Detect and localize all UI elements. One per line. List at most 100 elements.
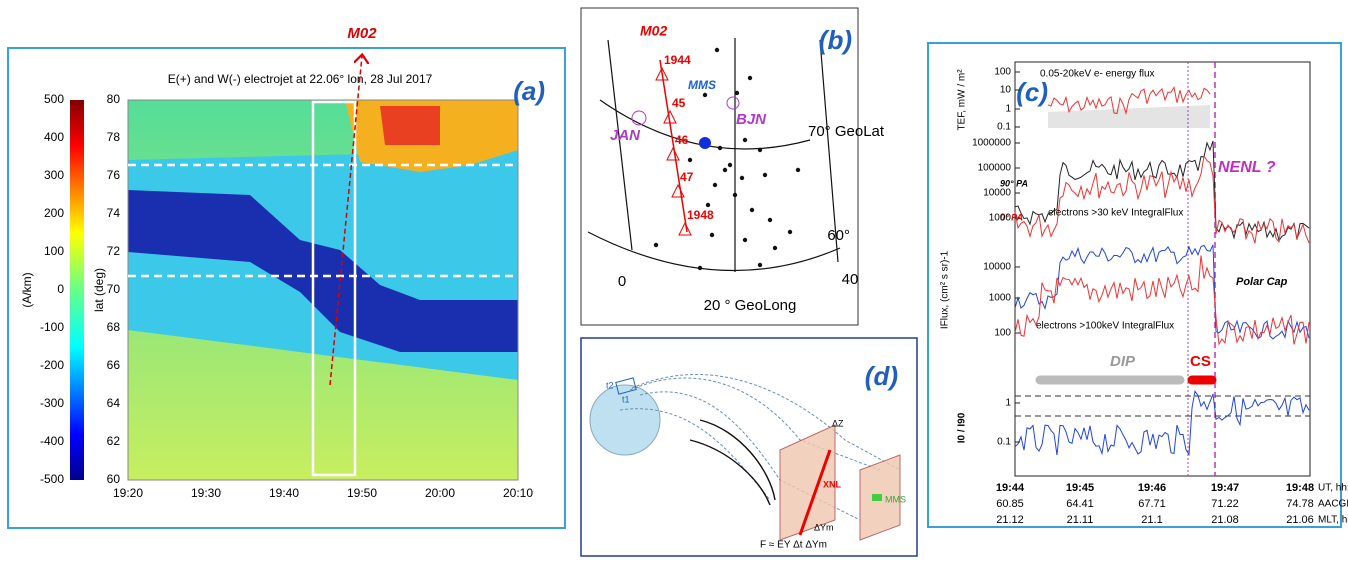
mms-box — [872, 494, 882, 501]
station-dot — [710, 233, 714, 237]
x-row-label: 60.85 — [996, 498, 1024, 510]
row-label: AACGLat ,deg — [1318, 499, 1348, 510]
station-dot — [768, 218, 772, 222]
station-dot — [715, 48, 719, 52]
colorbar-tick: 300 — [44, 168, 64, 182]
station-dot — [743, 138, 747, 142]
row-label: UT, hh:mm — [1318, 483, 1348, 494]
y-tick-label: 1 — [1005, 104, 1011, 115]
row-label: MLT, hrs — [1318, 515, 1348, 526]
x-tick-label: 19:20 — [113, 486, 143, 500]
station-dot — [743, 238, 747, 242]
track-label: 1948 — [687, 208, 714, 222]
track-label: 47 — [680, 170, 694, 184]
colorbar-tick: -100 — [40, 320, 64, 334]
mms-label: MMS — [688, 78, 716, 92]
annotation: CS — [1190, 353, 1211, 370]
x-row-label: 19:44 — [996, 482, 1025, 494]
y-tick-label: 0.1 — [997, 437, 1011, 448]
colorbar-tick: -300 — [40, 396, 64, 410]
station-dot — [733, 193, 737, 197]
long-label: 20 ° GeoLong — [704, 297, 797, 314]
time-series — [1015, 87, 1309, 455]
lat-label: 70° GeoLat — [808, 123, 885, 140]
station — [727, 97, 739, 109]
colorbar-tick: 100 — [44, 244, 64, 258]
annotation: DIP — [1110, 353, 1136, 370]
y-tick-label: 80 — [107, 92, 121, 106]
panel-label: (d) — [865, 361, 898, 391]
station-dot — [735, 91, 739, 95]
station-label: JAN — [610, 127, 641, 144]
field-lines — [690, 420, 775, 505]
colorbar-tick: 0 — [57, 282, 64, 296]
mms-footprint — [699, 137, 711, 149]
station-dot — [740, 176, 744, 180]
x-tick-label: 19:40 — [269, 486, 299, 500]
y-tick-label: 60 — [107, 472, 121, 486]
y-tick-label: 10000 — [983, 188, 1011, 199]
long-tick: 40 — [842, 271, 859, 288]
y-tick-label: 1000 — [989, 213, 1012, 224]
y-tick-label: 0.1 — [997, 122, 1011, 133]
y-tick-label: 78 — [107, 130, 121, 144]
station-label: BJN — [736, 111, 767, 128]
track-markers — [656, 68, 691, 235]
panel-label: (c) — [1016, 77, 1048, 107]
dz-label: ΔZ — [832, 418, 844, 428]
colorbar-tick: 200 — [44, 206, 64, 220]
y-axis-label: TEF, mW / m² — [957, 69, 968, 131]
station-dot — [796, 168, 800, 172]
annotation: Polar Cap — [1236, 276, 1288, 288]
colorbar-tick: -400 — [40, 434, 64, 448]
station-dot — [718, 146, 722, 150]
time-label: t1 — [622, 394, 630, 404]
field-lines — [620, 374, 900, 520]
x-row-label: 21.12 — [996, 514, 1024, 526]
y-tick-label: 72 — [107, 244, 121, 258]
track-marker — [667, 148, 679, 160]
chart-title: E(+) and W(-) electrojet at 22.06° lon, … — [168, 72, 433, 86]
series-title: 0.05-20keV e- energy flux — [1040, 69, 1155, 80]
marker-label: M02 — [640, 23, 667, 39]
station-dot — [758, 263, 762, 267]
y-tick-label: 70 — [107, 282, 121, 296]
y-tick-label: 64 — [107, 396, 121, 410]
station-dot — [763, 173, 767, 177]
y-tick-label: 74 — [107, 206, 121, 220]
station-dot — [788, 230, 792, 234]
station-dot — [698, 266, 702, 270]
station-dot — [688, 158, 692, 162]
y-tick-label: 1000 — [989, 293, 1012, 304]
series-title: electrons >30 keV IntegralFlux — [1048, 208, 1183, 219]
track-label: 46 — [675, 133, 689, 147]
station-dot — [750, 208, 754, 212]
y-tick-label: 66 — [107, 358, 121, 372]
colorbar-tick: -500 — [40, 472, 64, 486]
dy-label: ΔYm — [814, 522, 834, 532]
station-dot — [758, 148, 762, 152]
station-dot — [654, 243, 658, 247]
y-tick-label: 100000 — [978, 163, 1012, 174]
y-axis-label: I0 / I90 — [957, 412, 968, 443]
x-row-label: 71.22 — [1211, 498, 1239, 510]
panel-label: (b) — [819, 25, 852, 55]
x-row-label: 19:46 — [1138, 482, 1166, 494]
panel-label: (a) — [513, 76, 545, 106]
y-tick-label: 1000000 — [972, 138, 1011, 149]
colorbar — [70, 100, 84, 480]
series-line — [1015, 391, 1309, 455]
flux-shade — [1048, 105, 1210, 128]
annotation: NENL ? — [1218, 159, 1276, 176]
long-tick: 0 — [618, 273, 626, 290]
mms-label: MMS — [885, 494, 906, 504]
y-axis-label: lat (deg) — [92, 268, 106, 312]
station-dot — [748, 76, 752, 80]
x-row-label: 21.11 — [1067, 514, 1094, 526]
x-tick-label: 20:10 — [503, 486, 533, 500]
y-axis-label: IFlux, (cm² s sr)-1 — [940, 250, 951, 329]
y-tick-label: 100 — [994, 328, 1011, 339]
y-tick-label: 10000 — [983, 262, 1011, 273]
xnl-label: XNL — [823, 479, 842, 489]
station-dot — [713, 183, 717, 187]
